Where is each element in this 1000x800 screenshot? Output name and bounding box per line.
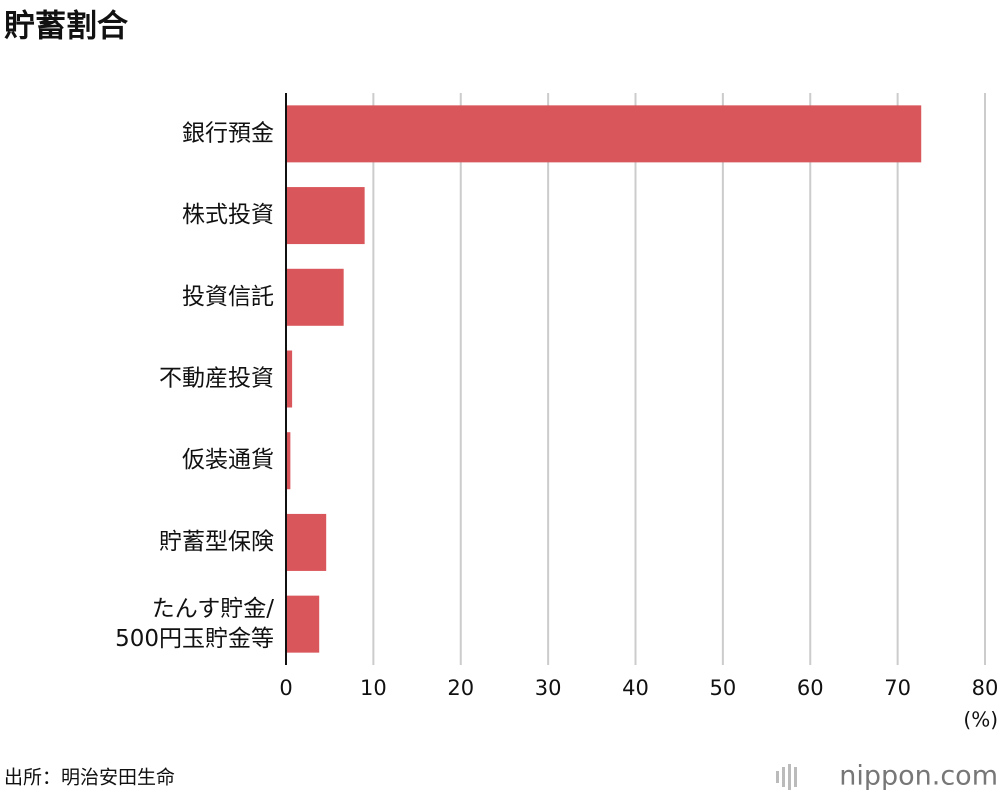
- bar: [286, 513, 327, 571]
- x-tick-label: 0: [279, 676, 292, 700]
- x-tick-label: 50: [710, 676, 737, 700]
- y-tick-label: 投資信託: [182, 284, 274, 310]
- chart-title: 貯蓄割合: [4, 9, 128, 45]
- x-tick-label: 10: [360, 676, 387, 700]
- bar: [286, 350, 293, 408]
- y-tick-label: 貯蓄型保険: [159, 529, 274, 555]
- y-tick-label: 株式投資: [182, 202, 274, 228]
- axis-unit: (%): [963, 708, 998, 732]
- x-tick-label: 40: [622, 676, 649, 700]
- logo: nippon.com: [839, 761, 998, 792]
- x-tick-label: 20: [447, 676, 474, 700]
- bar: [286, 105, 922, 163]
- logo-icon: [776, 764, 797, 790]
- source: 出所：明治安田生命: [4, 767, 175, 789]
- y-tick-label: 銀行預金: [182, 120, 274, 146]
- y-tick-label: 不動産投資: [159, 366, 274, 392]
- bar: [286, 595, 320, 653]
- bar: [286, 268, 344, 326]
- bar: [286, 187, 365, 245]
- x-tick-label: 30: [535, 676, 562, 700]
- bar: [286, 432, 291, 490]
- x-tick-label: 80: [972, 676, 999, 700]
- y-tick-label: たんす貯金/500円玉貯金等: [115, 596, 274, 652]
- x-tick-label: 60: [797, 676, 824, 700]
- x-tick-label: 70: [884, 676, 911, 700]
- y-tick-label: 仮装通貨: [182, 447, 274, 473]
